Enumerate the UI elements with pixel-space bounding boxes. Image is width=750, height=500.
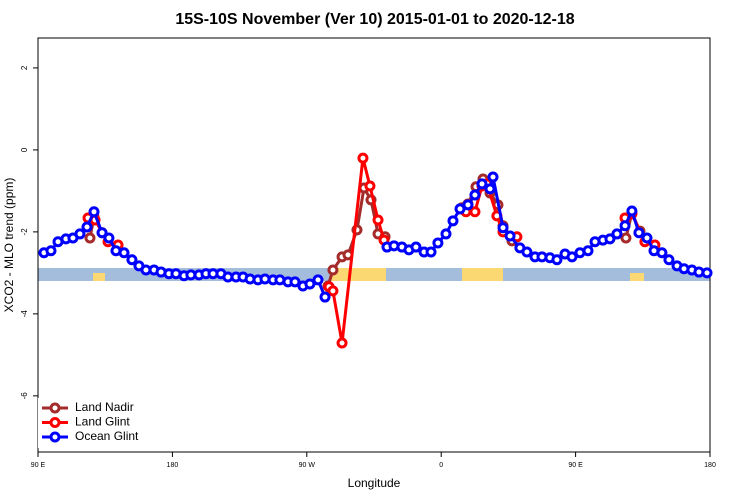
series-point — [454, 203, 466, 215]
series-point — [604, 233, 616, 245]
y-axis-label: XCO2 - MLO trend (ppm) — [2, 178, 16, 313]
series-point — [551, 254, 563, 266]
series-point — [620, 232, 632, 244]
series-point — [663, 254, 675, 266]
series-point — [84, 232, 96, 244]
x-tick-label: 180 — [167, 462, 179, 469]
series-point — [656, 247, 668, 259]
land-strip — [630, 273, 644, 281]
series-point — [476, 178, 488, 190]
series-point — [633, 227, 645, 239]
series-point — [497, 222, 509, 234]
series-point — [327, 264, 339, 276]
x-tick-label: 90 E — [31, 462, 46, 469]
y-tick-label: 0 — [20, 147, 29, 152]
series-point — [304, 278, 316, 290]
x-tick-label: 90 E — [568, 462, 583, 469]
series-point — [566, 251, 578, 263]
series-point — [462, 199, 474, 211]
x-axis-label: Longitude — [348, 476, 401, 490]
legend-marker — [49, 417, 61, 428]
series-point — [611, 228, 623, 240]
legend-label: Ocean Glint — [75, 429, 139, 443]
x-tick-label: 0 — [439, 462, 443, 469]
legend-marker — [49, 402, 61, 414]
series-point — [289, 276, 301, 288]
series-point — [126, 254, 138, 266]
series-point — [312, 274, 324, 286]
chart-title: 15S-10S November (Ver 10) 2015-01-01 to … — [175, 11, 574, 28]
legend-label: Land Glint — [75, 415, 130, 429]
series-point — [88, 206, 100, 218]
series-point — [319, 291, 331, 303]
series-point — [487, 171, 499, 183]
land-strip — [462, 268, 503, 281]
series-point — [619, 220, 631, 232]
series-point — [96, 227, 108, 239]
series-point — [484, 183, 496, 195]
series-point — [357, 152, 369, 164]
x-tick-label: 180 — [704, 462, 716, 469]
series-point — [641, 232, 653, 244]
series-point — [582, 245, 594, 257]
series-point — [469, 206, 481, 218]
series-point — [336, 337, 348, 349]
series-point — [447, 215, 459, 227]
legend-label: Land Nadir — [75, 400, 134, 414]
plot-frame — [37, 37, 711, 453]
y-tick-label: -4 — [20, 310, 29, 318]
series-point — [103, 232, 115, 244]
y-tick-label: 2 — [20, 65, 29, 70]
series-point — [521, 246, 533, 258]
land-strip — [93, 273, 105, 281]
legend-marker — [49, 431, 61, 443]
series-point — [469, 189, 481, 201]
series-point — [701, 267, 713, 279]
series-point — [45, 245, 57, 257]
y-tick-label: -2 — [20, 228, 29, 236]
series-point — [372, 214, 384, 226]
series-point — [364, 180, 376, 192]
series-point — [81, 221, 93, 233]
series-point — [74, 228, 86, 240]
series-point — [410, 241, 422, 253]
x-tick-label: 90 W — [299, 462, 316, 469]
series-point — [432, 237, 444, 249]
series-point — [440, 228, 452, 240]
series-point — [118, 247, 130, 259]
series-point — [504, 230, 516, 242]
series-point — [327, 285, 339, 297]
series-point — [626, 205, 638, 217]
y-tick-label: -6 — [20, 392, 29, 400]
series-point — [425, 246, 437, 258]
land-strip — [331, 268, 386, 281]
